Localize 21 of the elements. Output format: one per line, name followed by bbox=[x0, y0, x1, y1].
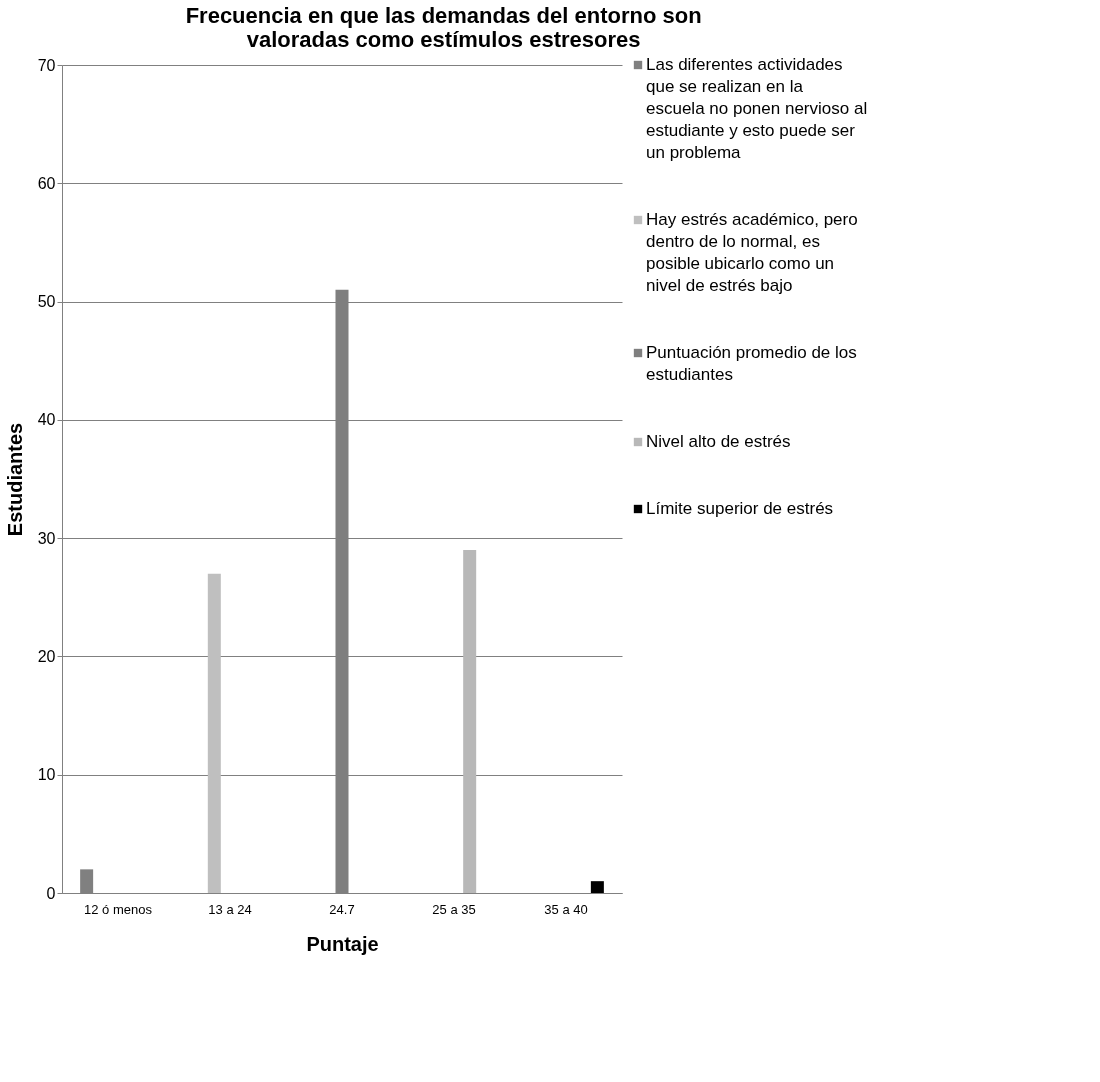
x-tick-label: 35 a 40 bbox=[544, 901, 588, 917]
legend-label: Hay estrés académico, pero dentro de lo normal, es posible ubicarlo como un nivel de estrés bajo bbox=[646, 210, 858, 295]
y-tick-label: 60 bbox=[37, 174, 56, 192]
y-tick-label: 50 bbox=[37, 293, 56, 311]
y-tick-label: 0 bbox=[46, 884, 56, 902]
legend-label: Las diferentes actividades que se realizan en la escuela no ponen nervioso al estudiante y esto puede ser un problema bbox=[646, 55, 868, 162]
x-tick-label: 25 a 35 bbox=[432, 901, 476, 917]
y-tick-label: 10 bbox=[37, 766, 56, 784]
y-tick-label: 40 bbox=[37, 411, 56, 429]
legend-label: Límite superior de estrés bbox=[646, 499, 834, 518]
legend-label: Puntuación promedio de los estudiantes bbox=[646, 343, 857, 384]
y-tick-label: 70 bbox=[37, 56, 56, 74]
x-tick-label: 12 ó menos bbox=[84, 901, 153, 917]
x-tick-label: 24.7 bbox=[329, 901, 355, 917]
x-tick-label: 13 a 24 bbox=[208, 901, 252, 917]
y-axis-title: Estudiantes bbox=[3, 422, 26, 537]
legend-label: Nivel alto de estrés bbox=[646, 432, 791, 451]
x-axis-title: Puntaje bbox=[306, 932, 379, 955]
chart-title: Frecuencia en que las demandas del entorno son valoradas como estímulos estresores bbox=[185, 3, 702, 52]
y-tick-label: 20 bbox=[37, 647, 56, 665]
y-tick-label: 30 bbox=[37, 529, 56, 547]
